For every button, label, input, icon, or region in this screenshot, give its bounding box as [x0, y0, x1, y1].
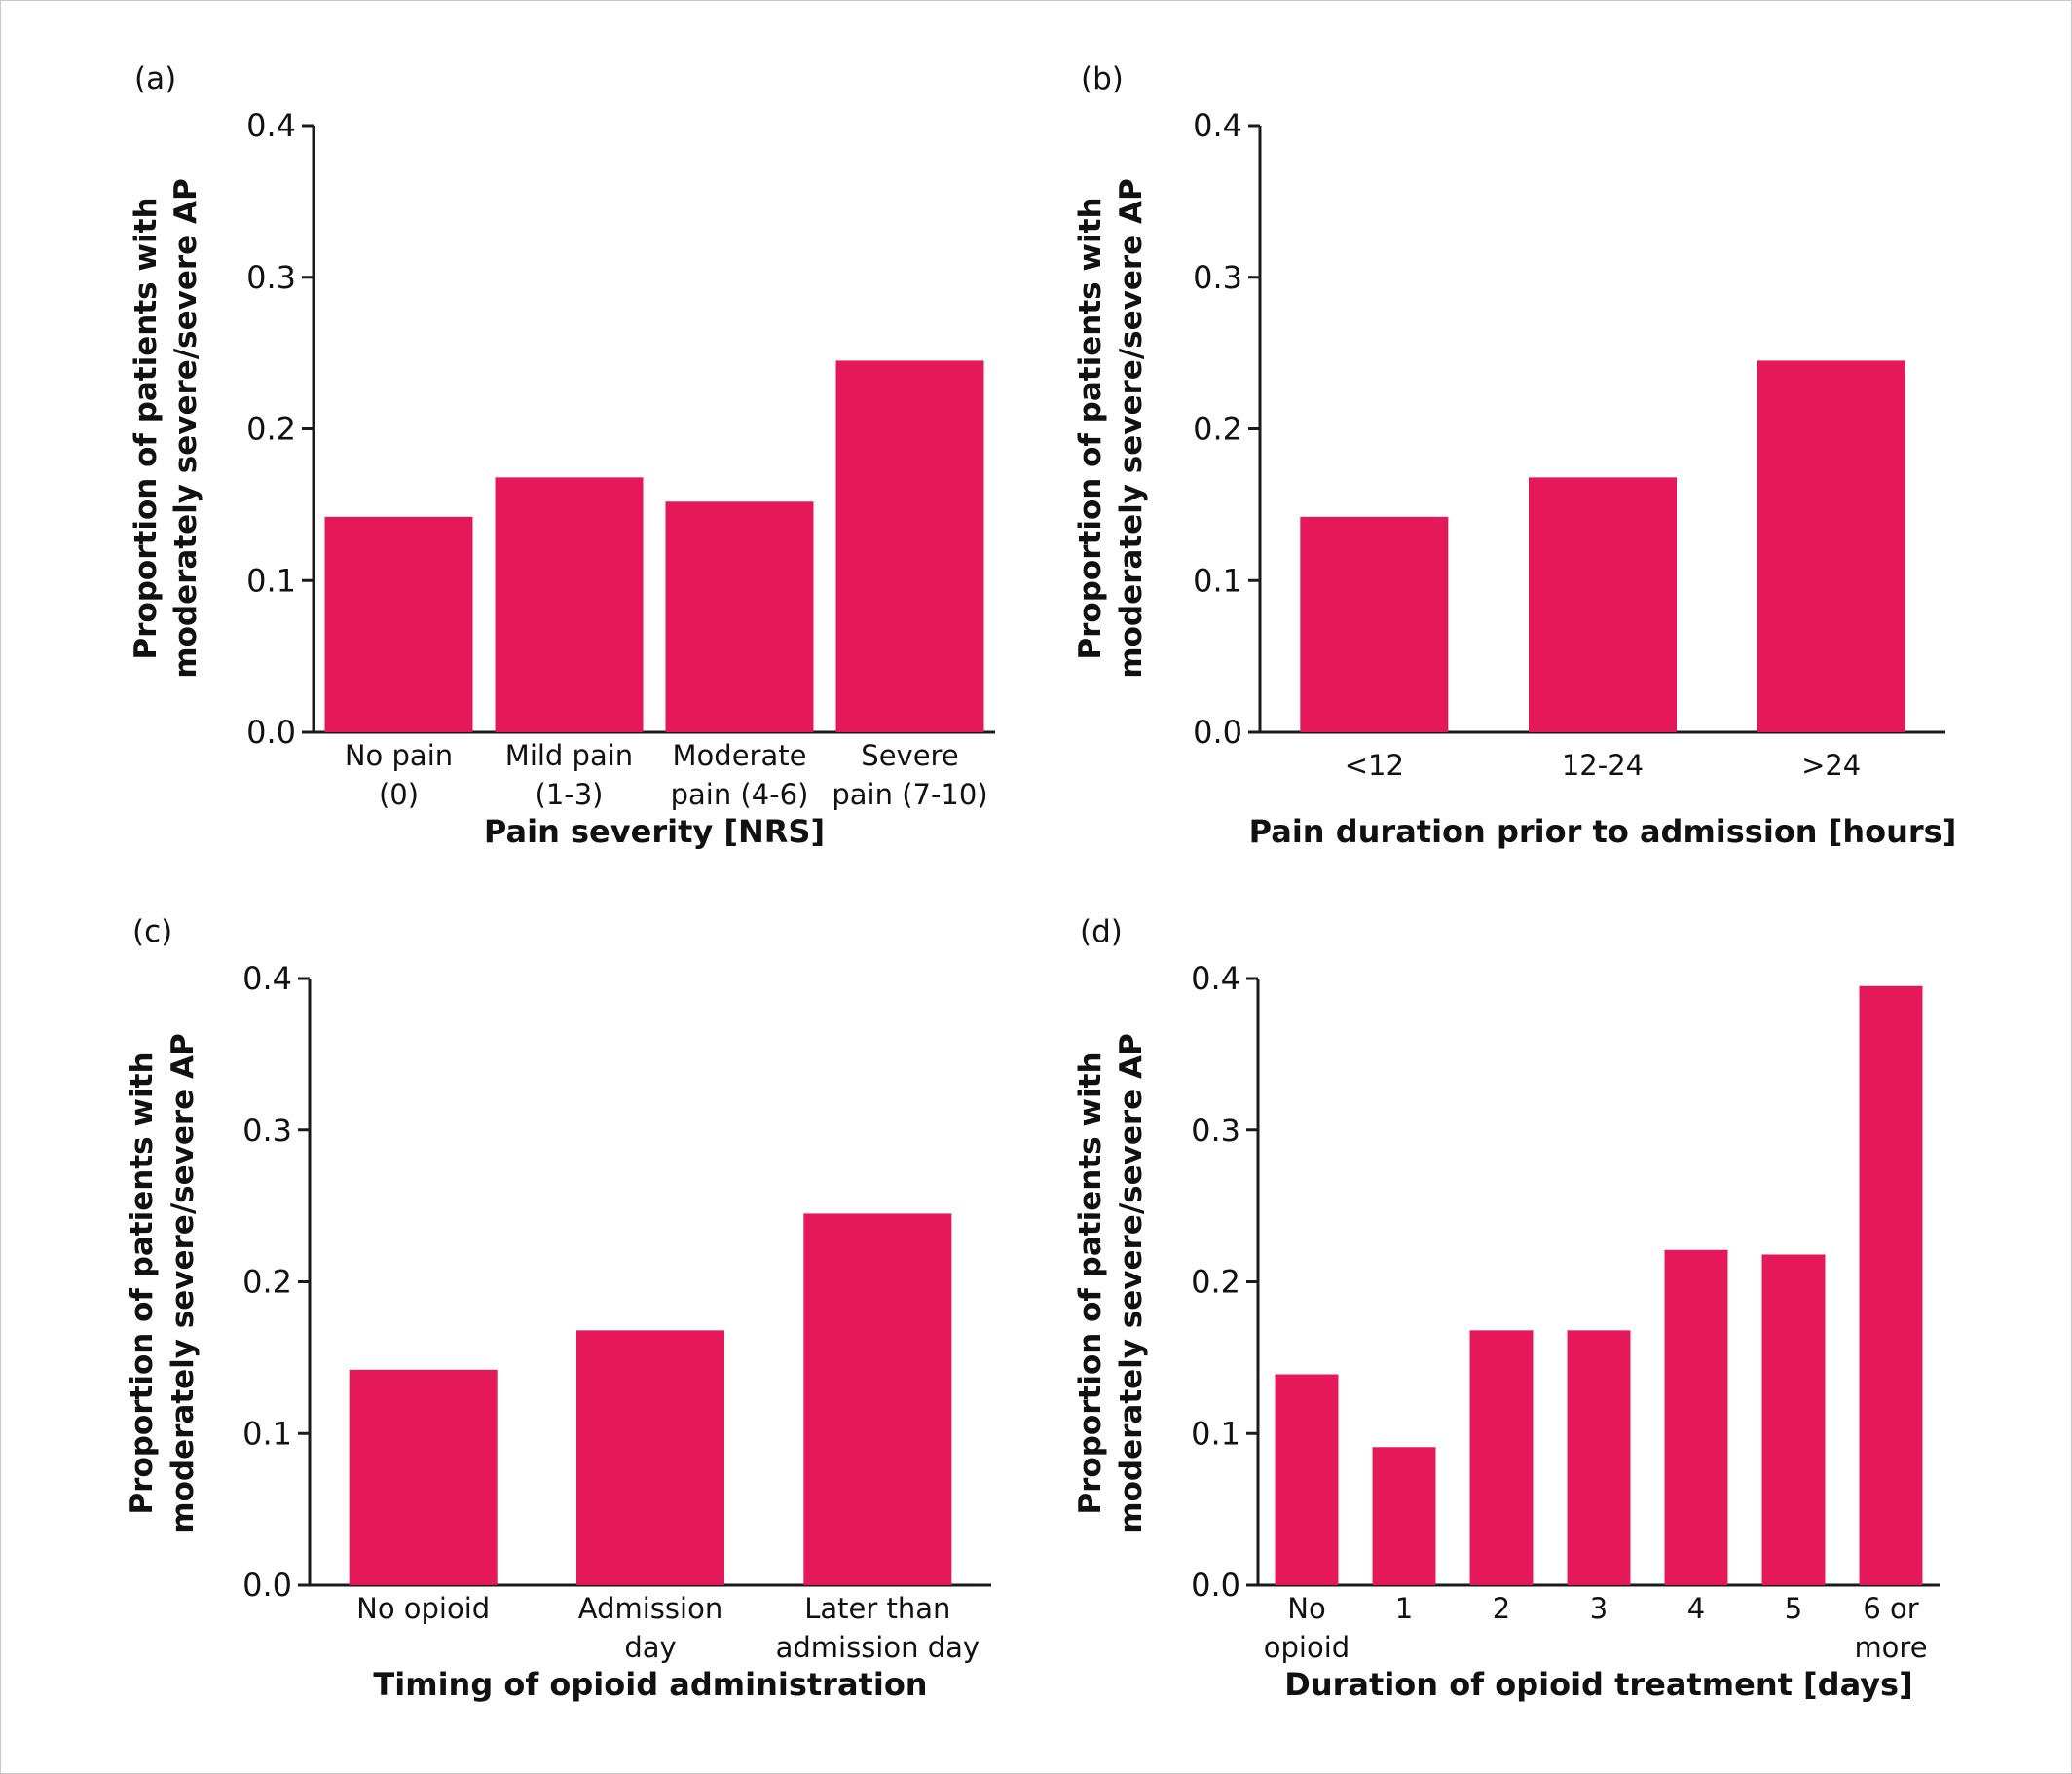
y-tick-label: 0.2: [1191, 1264, 1240, 1301]
y-axis-title-line: moderately severe/severe AP: [168, 178, 204, 678]
y-tick-label: 0.4: [1191, 960, 1240, 997]
x-tick-label: 12-24: [1562, 749, 1644, 782]
chart-panel-c: (c) 0.0 0.1 0.2 0.3 0.4 No opioid Admission day L…: [125, 914, 991, 1703]
y-tick-label: 0.0: [1193, 714, 1242, 751]
bar-2: [1529, 477, 1677, 732]
chart-panel-a: (a) 0.0 0.1 0.2 0.3 0.4 No pain (0) Mild pain (1-…: [129, 61, 995, 850]
y-axis-title-line: moderately severe/severe AP: [166, 1033, 201, 1533]
x-tick-label: No opioid: [356, 1592, 490, 1625]
y-axis-title-line: moderately severe/severe AP: [1114, 1033, 1149, 1533]
x-tick-label: 1: [1395, 1592, 1413, 1625]
bar-6: [1761, 1254, 1826, 1585]
y-tick-label: 0.3: [1191, 1112, 1240, 1149]
x-tick-label: >24: [1801, 749, 1861, 782]
y-tick-label: 0.0: [242, 1567, 292, 1604]
y-axis-title-line: Proportion of patients with: [125, 1052, 160, 1514]
y-tick-label: 0.2: [242, 1264, 292, 1301]
bar-3: [1757, 360, 1906, 732]
bar-7: [1859, 985, 1923, 1585]
bar-1: [1275, 1374, 1339, 1585]
panel-label: (d): [1080, 914, 1123, 949]
bar-3: [665, 501, 814, 732]
y-tick-label: 0.1: [246, 562, 296, 599]
y-tick-label: 0.4: [246, 107, 296, 144]
x-axis-title: Pain duration prior to admission [hours]: [1249, 813, 1957, 850]
bar-3: [803, 1213, 952, 1585]
x-axis-title: Duration of opioid treatment [days]: [1284, 1666, 1912, 1703]
x-tick-label: Admission: [578, 1592, 722, 1625]
y-tick-label: 0.3: [242, 1112, 292, 1149]
y-tick-label: 0.4: [242, 960, 292, 997]
bar-2: [495, 477, 644, 732]
x-tick-label: <12: [1345, 749, 1404, 782]
x-axis-title: Timing of opioid administration: [373, 1666, 927, 1703]
x-tick-label: pain (7-10): [832, 778, 987, 811]
bar-2: [576, 1330, 724, 1585]
x-tick-label: (0): [379, 778, 419, 811]
x-axis-title: Pain severity [NRS]: [484, 813, 825, 850]
bar-4: [835, 360, 984, 732]
bar-1: [349, 1369, 498, 1585]
x-tick-label: opioid: [1264, 1631, 1350, 1664]
chart-panel-b: (b) 0.0 0.1 0.2 0.3 0.4 <12 12-24 >24 Pain durati…: [1073, 61, 1956, 850]
y-tick-label: 0.3: [246, 259, 296, 296]
x-tick-label: 4: [1687, 1592, 1705, 1625]
bar-4: [1567, 1330, 1631, 1585]
x-tick-label: Mild pain: [505, 739, 633, 772]
x-tick-label: Moderate: [673, 739, 807, 772]
bar-1: [324, 516, 473, 732]
x-tick-label: No pain: [345, 739, 453, 772]
y-tick-label: 0.4: [1193, 107, 1242, 144]
bar-1: [1300, 516, 1449, 732]
y-axis-title-line: Proportion of patients with: [1073, 197, 1108, 659]
bar-3: [1469, 1330, 1534, 1585]
y-axis-title-line: moderately severe/severe AP: [1114, 178, 1149, 678]
chart-panel-d: (d) 0.0 0.1 0.2 0.3 0.4 No opioid 1 2 3 4 5 6 or moreD…: [1073, 914, 1940, 1703]
x-tick-label: day: [624, 1631, 676, 1664]
x-tick-label: 3: [1590, 1592, 1608, 1625]
x-tick-label: 5: [1785, 1592, 1802, 1625]
y-tick-label: 0.2: [1193, 411, 1242, 448]
x-tick-label: Later than: [804, 1592, 950, 1625]
x-tick-label: 2: [1493, 1592, 1510, 1625]
x-tick-label: admission day: [776, 1631, 980, 1664]
x-tick-label: more: [1854, 1631, 1927, 1664]
y-tick-label: 0.1: [1191, 1415, 1240, 1452]
y-tick-label: 0.3: [1193, 259, 1242, 296]
y-axis-title-line: Proportion of patients with: [129, 197, 164, 659]
x-tick-label: 6 or: [1863, 1592, 1918, 1625]
y-tick-label: 0.0: [246, 714, 296, 751]
bar-2: [1372, 1447, 1436, 1585]
y-axis-title-line: Proportion of patients with: [1073, 1052, 1108, 1514]
y-tick-label: 0.1: [1193, 562, 1242, 599]
panel-label: (b): [1081, 61, 1124, 96]
bar-5: [1664, 1249, 1728, 1585]
x-tick-label: No: [1287, 1592, 1325, 1625]
panel-label: (c): [132, 914, 172, 949]
x-tick-label: pain (4-6): [671, 778, 809, 811]
y-tick-label: 0.1: [242, 1415, 292, 1452]
x-tick-label: (1-3): [536, 778, 604, 811]
panel-label: (a): [134, 61, 176, 96]
x-tick-label: Severe: [861, 739, 958, 772]
y-tick-label: 0.0: [1191, 1567, 1240, 1604]
y-tick-label: 0.2: [246, 411, 296, 448]
